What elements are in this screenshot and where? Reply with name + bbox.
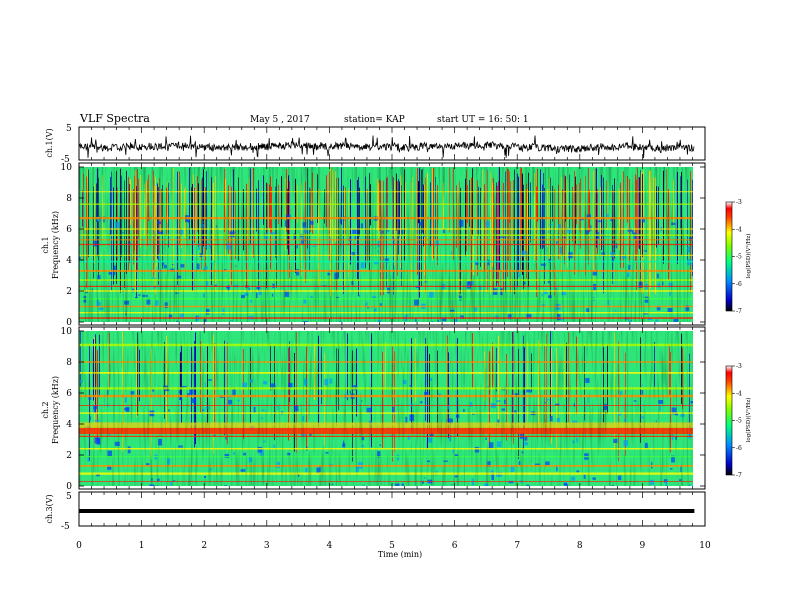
colorbar-tick-label: -5 — [736, 254, 742, 261]
frequency-tick-label: 6 — [66, 389, 72, 399]
time-axis-label: Time (min) — [378, 550, 422, 559]
colorbar-tick-label: -5 — [736, 418, 742, 425]
time-tick-label: 0 — [76, 541, 82, 551]
frequency-tick-label: 4 — [66, 420, 72, 430]
colorbar-tick-label: -3 — [736, 199, 742, 206]
time-tick-label: 9 — [640, 541, 646, 551]
colorbar-tick-label: -7 — [736, 308, 742, 315]
ch1-colorbar-ticks: -3 -4 -5 -6 -7 — [732, 199, 742, 315]
time-tick-label: 6 — [452, 541, 458, 551]
time-tick-label: 5 — [389, 541, 395, 551]
time-axis-tick-labels: 0 1 2 3 4 5 6 7 8 9 10 — [76, 541, 711, 551]
time-tick-label: 3 — [264, 541, 270, 551]
time-tick-label: 8 — [577, 541, 583, 551]
colorbar-tick-label: -3 — [736, 363, 742, 370]
ch3-ytick-bottom: -5 — [61, 522, 70, 532]
colorbar-tick-label: -4 — [736, 390, 742, 397]
ch1-channel-label: ch.1 — [41, 236, 50, 253]
time-tick-label: 7 — [514, 541, 520, 551]
ch1-voltage-ylabel: ch.1(V) — [45, 128, 54, 157]
time-tick-label: 2 — [201, 541, 207, 551]
chart-title: VLF Spectra — [79, 112, 150, 125]
panel-ch3-voltage: 5 -5 ch.3(V) — [45, 491, 706, 532]
colorbar-tick-label: -4 — [736, 226, 742, 233]
frequency-tick-label: 10 — [61, 163, 73, 173]
ch2-channel-label: ch.2 — [41, 401, 50, 418]
frequency-tick-label: 2 — [66, 287, 72, 297]
spectrogram-patch — [694, 434, 697, 441]
frequency-tick-label: 0 — [66, 318, 72, 328]
date-label: May 5 , 2017 — [250, 115, 310, 125]
frequency-tick-label: 0 — [66, 482, 72, 492]
ch1-voltage-trace — [78, 135, 695, 159]
ch1-colorbar-label: log(PSD)(V²/Hz) — [745, 234, 752, 279]
colorbar-tick-label: -6 — [736, 281, 742, 288]
ch2-frequency-yticks: 0 2 4 6 8 10 — [61, 327, 705, 492]
frequency-tick-label: 6 — [66, 225, 72, 235]
time-tick-label: 10 — [699, 541, 711, 551]
ch2-frequency-ylabel: Frequency (kHz) — [51, 376, 60, 444]
ch2-spectrogram-texture — [79, 331, 693, 486]
start-time-label: start UT = 16: 50: 1 — [437, 115, 529, 125]
ch2-colorbar — [725, 365, 733, 476]
ch1-frequency-ylabel: Frequency (kHz) — [51, 211, 60, 279]
panel-ch1-voltage: 5 -5 ch.1(V) — [45, 124, 706, 165]
ch3-voltage-ylabel: ch.3(V) — [45, 494, 54, 523]
frequency-tick-label: 8 — [66, 358, 72, 368]
spectrogram-stripe — [693, 184, 694, 259]
ch1-ytick-bottom: -5 — [61, 155, 70, 165]
frequency-tick-label: 2 — [66, 451, 72, 461]
ch3-voltage-xticks — [78, 492, 706, 526]
time-tick-label: 4 — [327, 541, 333, 551]
ch1-frequency-yticks: 0 2 4 6 8 10 — [61, 163, 705, 328]
ch2-colorbar-label: log(PSD)(V²/Hz) — [745, 398, 752, 443]
ch1-spectrogram-xticks — [78, 163, 706, 325]
frequency-tick-label: 10 — [61, 327, 73, 337]
frequency-tick-label: 4 — [66, 256, 72, 266]
frequency-tick-label: 8 — [66, 194, 72, 204]
ch2-spectrogram-xticks — [78, 327, 706, 489]
ch1-spectrogram-texture — [79, 167, 693, 322]
station-label: station= KAP — [344, 115, 405, 125]
ch1-voltage-xticks — [78, 127, 706, 160]
ch3-ytick-top: 5 — [66, 492, 72, 502]
ch1-colorbar — [725, 201, 733, 312]
time-tick-label: 1 — [139, 541, 145, 551]
ch1-ytick-top: 5 — [66, 124, 72, 134]
ch2-colorbar-ticks: -3 -4 -5 -6 -7 — [732, 363, 742, 479]
colorbar-tick-label: -7 — [736, 472, 742, 479]
colorbar-tick-label: -6 — [736, 445, 742, 452]
